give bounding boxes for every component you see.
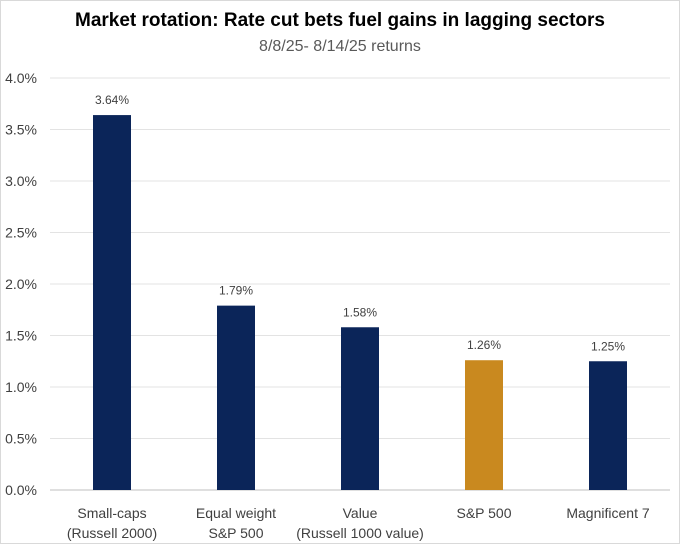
y-tick-label: 3.5% (5, 122, 37, 138)
category-label: Equal weight (196, 505, 276, 521)
category-label: S&P 500 (208, 525, 263, 541)
y-tick-label: 2.5% (5, 225, 37, 241)
bar (341, 327, 379, 490)
category-label: Magnificent 7 (566, 505, 649, 521)
category-label: Small-caps (77, 505, 146, 521)
chart-subtitle: 8/8/25- 8/14/25 returns (259, 38, 421, 55)
category-label: (Russell 1000 value) (296, 525, 424, 541)
bar (465, 360, 503, 490)
y-tick-label: 3.0% (5, 173, 37, 189)
category-label: Value (343, 505, 378, 521)
bar (589, 361, 627, 490)
y-tick-label: 0.5% (5, 431, 37, 447)
y-tick-label: 1.0% (5, 379, 37, 395)
data-label: 1.79% (219, 284, 253, 298)
bar (93, 115, 131, 490)
category-label: S&P 500 (456, 505, 511, 521)
data-label: 1.58% (343, 305, 377, 319)
category-label: (Russell 2000) (67, 525, 157, 541)
bar (217, 305, 255, 490)
data-label: 1.25% (591, 339, 625, 353)
y-tick-label: 0.0% (5, 482, 37, 498)
data-label: 1.26% (467, 338, 501, 352)
y-tick-label: 1.5% (5, 328, 37, 344)
chart-title: Market rotation: Rate cut bets fuel gain… (75, 10, 605, 31)
data-label: 3.64% (95, 93, 129, 107)
y-tick-label: 4.0% (5, 70, 37, 86)
y-tick-label: 2.0% (5, 276, 37, 292)
